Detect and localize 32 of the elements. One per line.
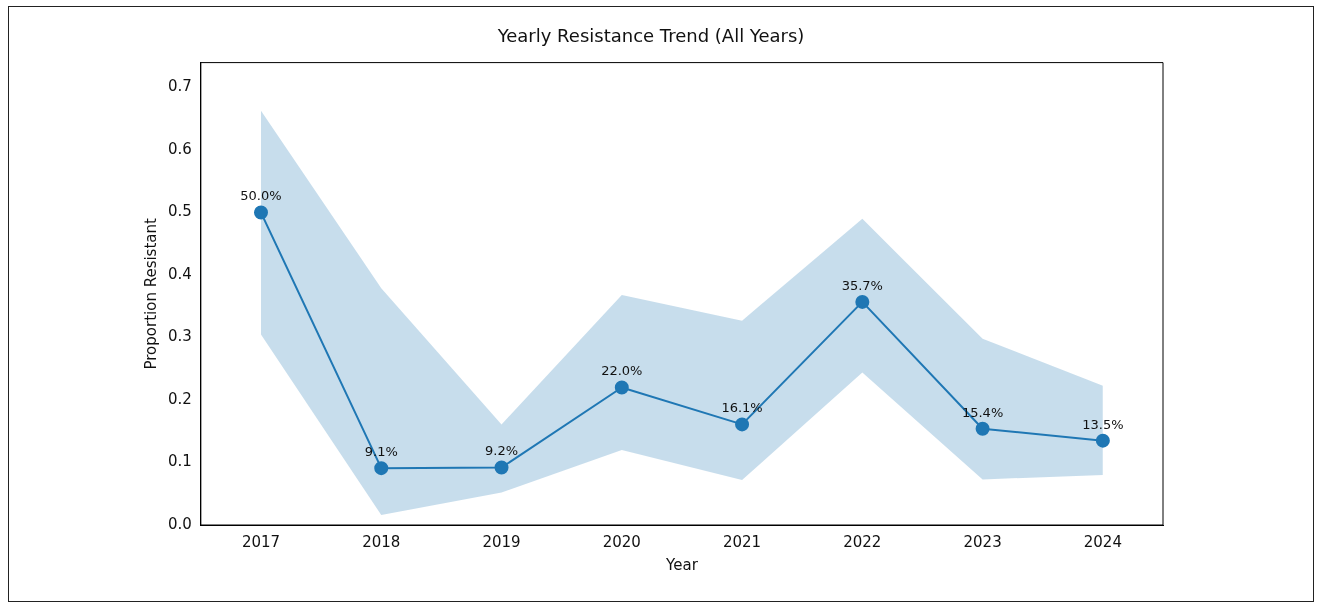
point	[614, 380, 629, 395]
data-label: 35.7%	[841, 277, 883, 293]
point	[494, 460, 509, 475]
x-tick-label: 2017	[241, 532, 281, 551]
x-axis-title: Year	[665, 555, 699, 574]
data-label: 13.5%	[1082, 416, 1124, 432]
x-tick-label: 2019	[482, 532, 521, 551]
point	[1095, 433, 1110, 448]
point	[855, 294, 870, 309]
point	[253, 205, 268, 220]
x-tick-label: 2020	[602, 532, 641, 551]
chart-title: Yearly Resistance Trend (All Years)	[496, 25, 805, 47]
y-axis-title: Proportion Resistant	[141, 217, 160, 370]
point	[975, 421, 990, 436]
point	[735, 417, 750, 432]
y-tick-label: 0.5	[168, 202, 192, 221]
x-tick-label: 2018	[362, 532, 401, 551]
x-tick-label: 2023	[963, 532, 1002, 551]
y-tick-label: 0.2	[168, 389, 192, 408]
x-tick-label: 2021	[722, 532, 762, 551]
y-tick-label: 0.7	[168, 77, 192, 96]
x-tick-label: 2022	[843, 532, 882, 551]
y-tick-label: 0.1	[168, 452, 192, 471]
y-tick-label: 0.0	[168, 514, 192, 533]
data-label: 22.0%	[601, 363, 643, 379]
y-tick-label: 0.4	[168, 264, 192, 283]
y-tick-label: 0.6	[168, 139, 192, 158]
data-label: 9.2%	[485, 443, 519, 459]
data-label: 50.0%	[240, 188, 282, 204]
point	[374, 461, 389, 476]
y-tick-label: 0.3	[168, 327, 192, 346]
x-tick-label: 2024	[1083, 532, 1122, 551]
